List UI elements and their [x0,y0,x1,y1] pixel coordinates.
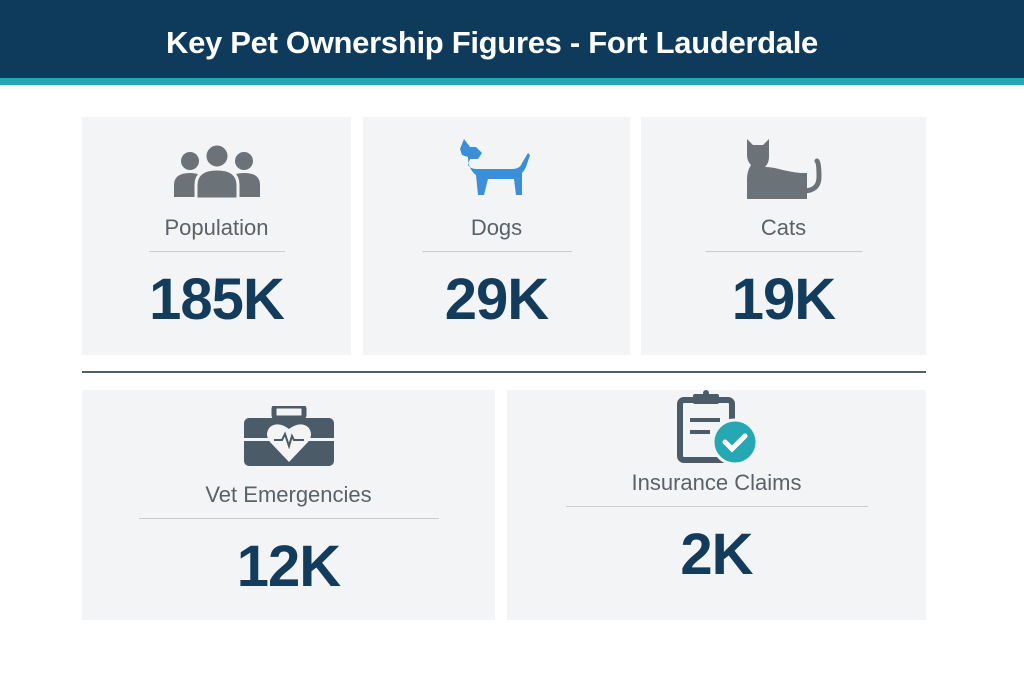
stat-card-dogs: Dogs 29K [363,117,630,355]
stat-value: 185K [149,267,285,332]
divider-line [148,251,285,252]
stat-label: Insurance Claims [631,470,802,495]
divider-line [705,251,862,252]
medical-briefcase-icon [243,404,334,466]
page-title: Key Pet Ownership Figures - Fort Lauderd… [165,25,818,60]
stat-label: Cats [760,215,807,240]
stat-card-cats: Cats 19K [641,117,926,355]
divider-line [565,506,868,507]
accent-stripe [0,78,1024,85]
cat-icon [741,137,827,199]
divider-line [138,518,439,519]
header-bar: Key Pet Ownership Figures - Fort Lauderd… [0,0,1024,78]
stat-card-population: Population 185K [82,117,351,355]
divider-line [421,251,572,252]
clipboard-check-icon [675,390,759,466]
stat-card-vet-emergencies: Vet Emergencies 12K [82,390,495,620]
stat-value: 12K [236,534,341,599]
stat-value: 19K [731,267,836,332]
dog-icon [452,137,542,199]
section-divider [82,371,926,373]
stat-value: 2K [680,522,753,587]
stat-label: Population [164,215,269,240]
stat-card-insurance-claims: Insurance Claims 2K [507,390,926,620]
people-icon [172,137,262,199]
stat-label: Vet Emergencies [205,482,372,507]
stat-label: Dogs [470,215,523,240]
stat-value: 29K [444,267,549,332]
